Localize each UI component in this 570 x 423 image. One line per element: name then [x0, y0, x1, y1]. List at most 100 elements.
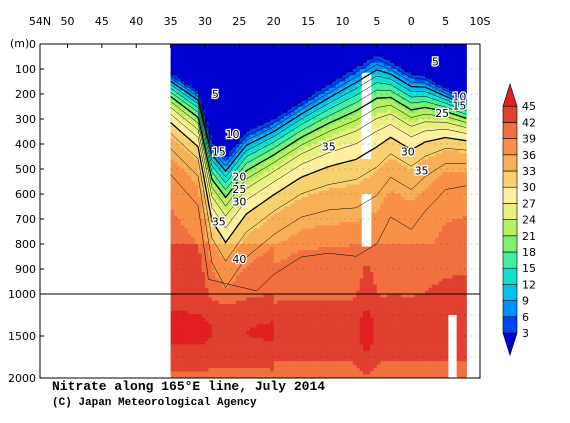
heatmap-cell [297, 344, 302, 349]
heatmap-cell [191, 240, 196, 245]
heatmap-cell [211, 103, 216, 108]
heatmap-cell [294, 294, 299, 298]
heatmap-cell [208, 153, 213, 158]
heatmap-cell [311, 361, 316, 366]
heatmap-cell [174, 231, 179, 236]
heatmap-cell [284, 144, 289, 148]
heatmap-cell [253, 200, 258, 204]
heatmap-cell [277, 78, 282, 83]
heatmap-cell [253, 165, 258, 170]
heatmap-cell [180, 253, 185, 258]
heatmap-cell [315, 90, 320, 95]
heatmap-cell [277, 371, 282, 376]
heatmap-cell [201, 334, 206, 339]
heatmap-cell [308, 162, 313, 167]
heatmap-cell [280, 281, 285, 286]
heatmap-cell [311, 169, 316, 173]
heatmap-cell [239, 53, 244, 58]
heatmap-cell [242, 84, 247, 89]
heatmap-cell [201, 278, 206, 283]
heatmap-cell [253, 212, 258, 217]
heatmap-cell [260, 219, 265, 223]
heatmap-cell [253, 275, 258, 279]
heatmap-cell [225, 44, 230, 48]
heatmap-cell [290, 320, 295, 325]
heatmap-cell [205, 253, 210, 258]
heatmap-cell [249, 234, 254, 239]
heatmap-cell [328, 324, 333, 329]
heatmap-cell [170, 153, 175, 158]
heatmap-cell [218, 250, 223, 254]
heatmap-cell [315, 228, 320, 233]
heatmap-cell [222, 317, 227, 322]
heatmap-cell [232, 307, 237, 312]
heatmap-cell [260, 59, 265, 64]
heatmap-cell [287, 50, 292, 54]
heatmap-cell [222, 284, 227, 289]
heatmap-cell [215, 109, 220, 114]
heatmap-cell [208, 215, 213, 220]
heatmap-cell [232, 330, 237, 335]
heatmap-cell [246, 374, 251, 378]
heatmap-cell [260, 128, 265, 133]
heatmap-cell [325, 125, 330, 129]
heatmap-cell [246, 100, 251, 104]
heatmap-cell [260, 65, 265, 70]
heatmap-cell [174, 317, 179, 322]
heatmap-cell [184, 324, 189, 329]
heatmap-cell [270, 317, 275, 322]
heatmap-cell [211, 112, 216, 117]
heatmap-cell [273, 341, 278, 345]
heatmap-cell [201, 290, 206, 295]
heatmap-cell [321, 351, 326, 356]
heatmap-cell [225, 119, 230, 123]
heatmap-cell [273, 44, 278, 48]
heatmap-cell [180, 44, 185, 48]
heatmap-cell [263, 300, 268, 305]
heatmap-cell [318, 334, 323, 339]
heatmap-cell [187, 364, 192, 369]
heatmap-cell [315, 122, 320, 126]
heatmap-cell [187, 253, 192, 258]
heatmap-cell [280, 50, 285, 54]
heatmap-cell [225, 364, 230, 369]
heatmap-cell [246, 65, 251, 70]
heatmap-cell [253, 47, 258, 51]
heatmap-cell [229, 87, 234, 92]
heatmap-cell [215, 53, 220, 58]
heatmap-cell [270, 278, 275, 283]
heatmap-cell [294, 175, 299, 179]
heatmap-cell [308, 115, 313, 120]
heatmap-cell [280, 256, 285, 261]
heatmap-cell [242, 50, 247, 54]
heatmap-cell [328, 190, 333, 195]
heatmap-cell [174, 256, 179, 261]
heatmap-cell [184, 131, 189, 136]
heatmap-cell [308, 203, 313, 208]
heatmap-cell [280, 275, 285, 279]
heatmap-cell [328, 314, 333, 319]
heatmap-cell [177, 100, 182, 104]
heatmap-cell [239, 122, 244, 126]
heatmap-cell [194, 265, 199, 270]
heatmap-cell [194, 187, 199, 192]
heatmap-cell [284, 62, 289, 67]
heatmap-cell [266, 253, 271, 258]
heatmap-cell [215, 234, 220, 239]
heatmap-cell [308, 53, 313, 58]
heatmap-cell [325, 206, 330, 211]
heatmap-cell [328, 294, 333, 298]
heatmap-cell [222, 330, 227, 335]
heatmap-cell [211, 327, 216, 332]
heatmap-cell [205, 97, 210, 101]
heatmap-cell [325, 347, 330, 352]
heatmap-cell [191, 314, 196, 319]
heatmap-cell [229, 256, 234, 261]
heatmap-cell [249, 159, 254, 164]
heatmap-cell [287, 47, 292, 51]
heatmap-cell [297, 347, 302, 352]
heatmap-cell [187, 84, 192, 89]
heatmap-cell [315, 284, 320, 289]
heatmap-cell [194, 337, 199, 342]
heatmap-cell [256, 256, 261, 261]
